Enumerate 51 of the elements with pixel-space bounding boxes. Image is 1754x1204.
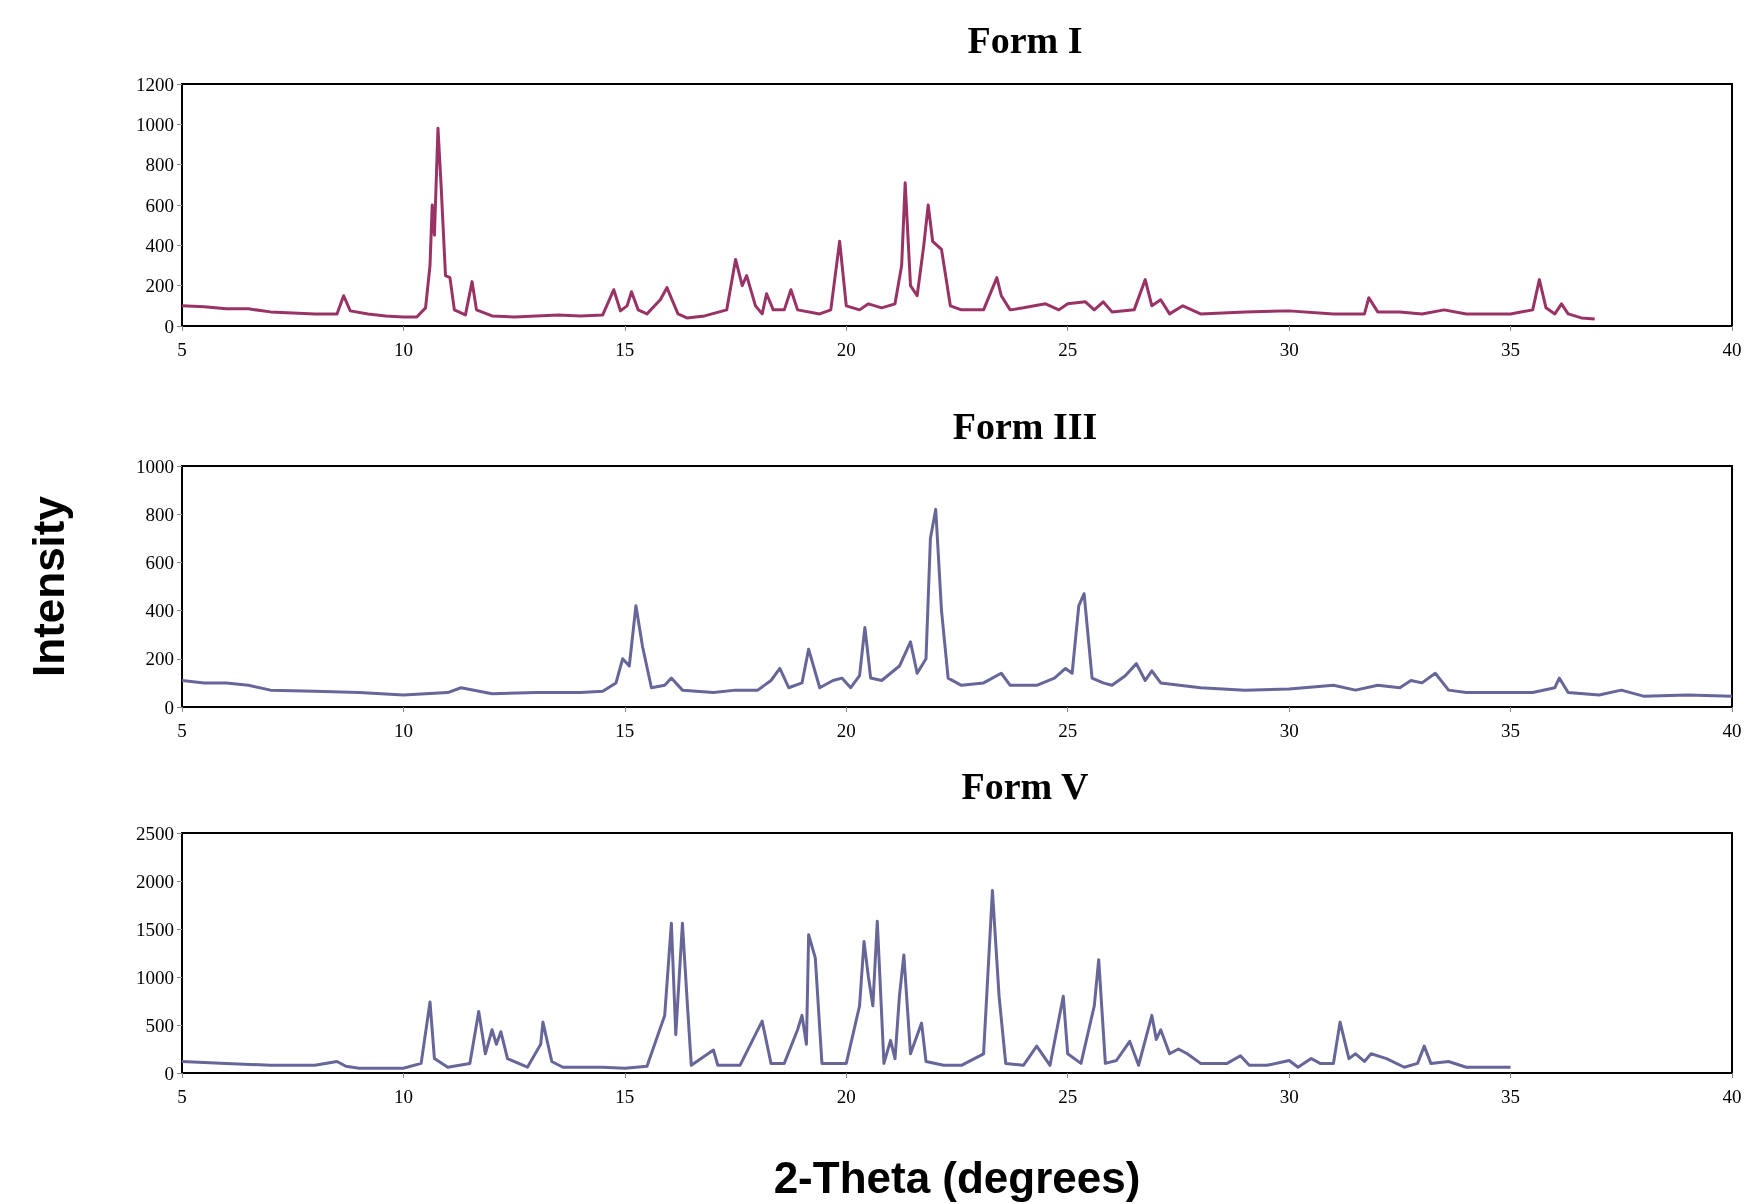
y-tick-label: 1500 — [136, 918, 174, 940]
y-tick-label: 800 — [145, 154, 174, 176]
x-tick-label: 35 — [1501, 720, 1521, 741]
x-tick-label: 15 — [615, 720, 635, 741]
y-tick-label: 0 — [164, 315, 174, 337]
y-tick-label: 500 — [145, 1014, 174, 1036]
x-tick-label: 40 — [1722, 339, 1742, 360]
x-tick-label: 35 — [1501, 339, 1521, 360]
y-tick-label: 1000 — [136, 113, 174, 135]
x-tick-label: 10 — [393, 339, 413, 360]
y-tick-label: 800 — [145, 503, 174, 525]
x-tick-label: 5 — [177, 339, 187, 360]
line-series — [180, 126, 1597, 321]
x-tick-label: 30 — [1279, 720, 1299, 741]
line-series — [180, 889, 1513, 1070]
x-tick-label: 40 — [1722, 720, 1742, 741]
y-tick-label: 1200 — [136, 73, 174, 95]
x-tick-label: 15 — [615, 1086, 635, 1107]
x-tick-label: 10 — [393, 1086, 413, 1107]
y-tick-label: 600 — [145, 551, 174, 573]
y-axis-title: Intensity — [23, 495, 73, 677]
x-tick-label: 20 — [836, 339, 856, 360]
x-tick-label: 30 — [1279, 339, 1299, 360]
y-tick-label: 200 — [145, 275, 174, 297]
x-tick-label: 20 — [836, 720, 856, 741]
y-tick-label: 0 — [164, 696, 174, 718]
y-tick-label: 0 — [164, 1062, 174, 1084]
x-axis-title: 2-Theta (degrees) — [773, 1152, 1141, 1202]
x-tick-label: 10 — [393, 720, 413, 741]
x-tick-label: 30 — [1279, 1086, 1299, 1107]
chart-title: Form III — [952, 405, 1098, 447]
y-tick-label: 200 — [145, 648, 174, 670]
chart-title: Form V — [961, 765, 1090, 807]
line-series — [180, 507, 1734, 698]
chart-title: Form I — [967, 19, 1083, 61]
x-tick-label: 25 — [1058, 1086, 1078, 1107]
y-tick-label: 600 — [145, 194, 174, 216]
y-tick-label: 2000 — [136, 870, 174, 892]
x-tick-label: 15 — [615, 339, 635, 360]
x-tick-label: 40 — [1722, 1086, 1742, 1107]
x-tick-label: 25 — [1058, 720, 1078, 741]
y-tick-label: 2500 — [136, 822, 174, 844]
y-tick-label: 400 — [145, 234, 174, 256]
x-tick-label: 35 — [1501, 1086, 1521, 1107]
y-tick-label: 1000 — [136, 455, 174, 477]
y-tick-label: 400 — [145, 600, 174, 622]
x-tick-label: 20 — [836, 1086, 856, 1107]
x-tick-label: 25 — [1058, 339, 1078, 360]
y-tick-label: 1000 — [136, 966, 174, 988]
x-tick-label: 5 — [177, 1086, 187, 1107]
x-tick-label: 5 — [177, 720, 187, 741]
